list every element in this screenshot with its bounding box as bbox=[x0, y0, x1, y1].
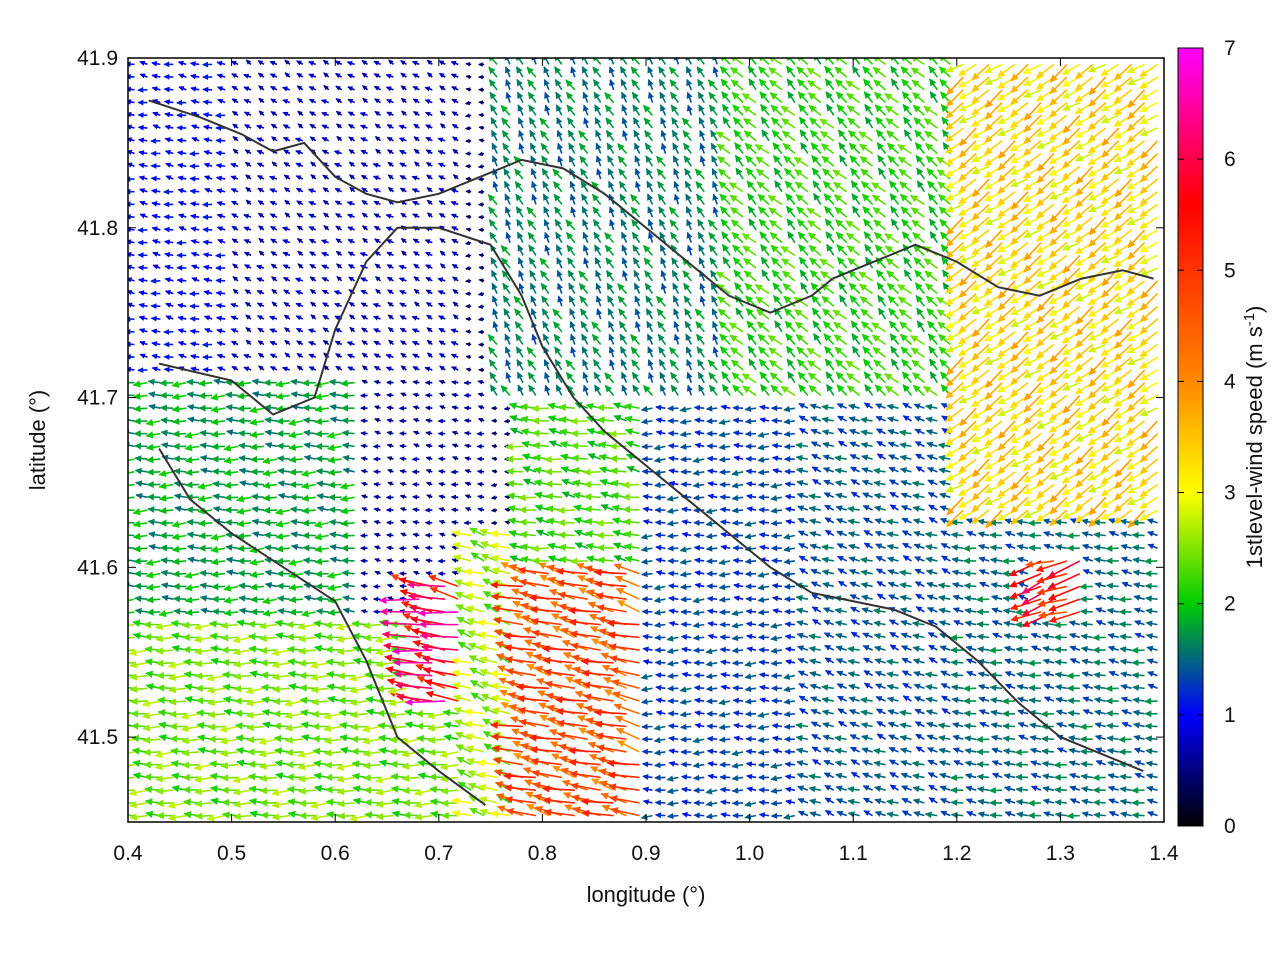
x-tick-label: 0.6 bbox=[321, 842, 350, 865]
colorbar-title-main: 1stlevel-wind speed (m s bbox=[1242, 326, 1267, 568]
colorbar-tick-label: 2 bbox=[1224, 593, 1236, 616]
x-tick-label: 0.8 bbox=[528, 842, 557, 865]
x-tick-label: 0.7 bbox=[424, 842, 453, 865]
x-tick-label: 1.1 bbox=[839, 842, 868, 865]
x-tick-label: 0.9 bbox=[631, 842, 660, 865]
colorbar-title-sup: -1 bbox=[1241, 313, 1258, 326]
y-tick-label: 41.6 bbox=[77, 556, 118, 579]
y-tick-label: 41.9 bbox=[77, 47, 118, 70]
colorbar-tick-label: 3 bbox=[1224, 482, 1236, 505]
colorbar-tick-label: 5 bbox=[1224, 259, 1236, 282]
y-tick-label: 41.7 bbox=[77, 387, 118, 410]
colorbar-tick-label: 4 bbox=[1224, 370, 1236, 393]
x-tick-label: 1.3 bbox=[1046, 842, 1075, 865]
x-tick-label: 1.2 bbox=[942, 842, 971, 865]
x-tick-label: 0.4 bbox=[113, 842, 143, 865]
colorbar-tick-label: 1 bbox=[1224, 704, 1236, 727]
colorbar-title: 1stlevel-wind speed (m s-1) bbox=[1241, 306, 1267, 569]
x-tick-label: 0.5 bbox=[217, 842, 246, 865]
colorbar-tick-label: 7 bbox=[1224, 37, 1236, 60]
colorbar-gradient bbox=[1178, 48, 1203, 826]
y-tick-label: 41.8 bbox=[77, 217, 118, 240]
y-tick-label: 41.5 bbox=[77, 726, 118, 749]
colorbar-title-end: ) bbox=[1242, 306, 1267, 313]
x-tick-label: 1.4 bbox=[1149, 842, 1179, 865]
x-axis-title: longitude (°) bbox=[587, 882, 706, 907]
colorbar: 0 1 2 3 4 5 6 7 1stlevel-wind speed (m s-1) bbox=[1178, 37, 1267, 838]
colorbar-tick-label: 0 bbox=[1224, 815, 1236, 838]
x-tick-label: 1.0 bbox=[735, 842, 764, 865]
colorbar-tick-label: 6 bbox=[1224, 148, 1236, 171]
y-axis-title: latitude (°) bbox=[25, 390, 50, 491]
